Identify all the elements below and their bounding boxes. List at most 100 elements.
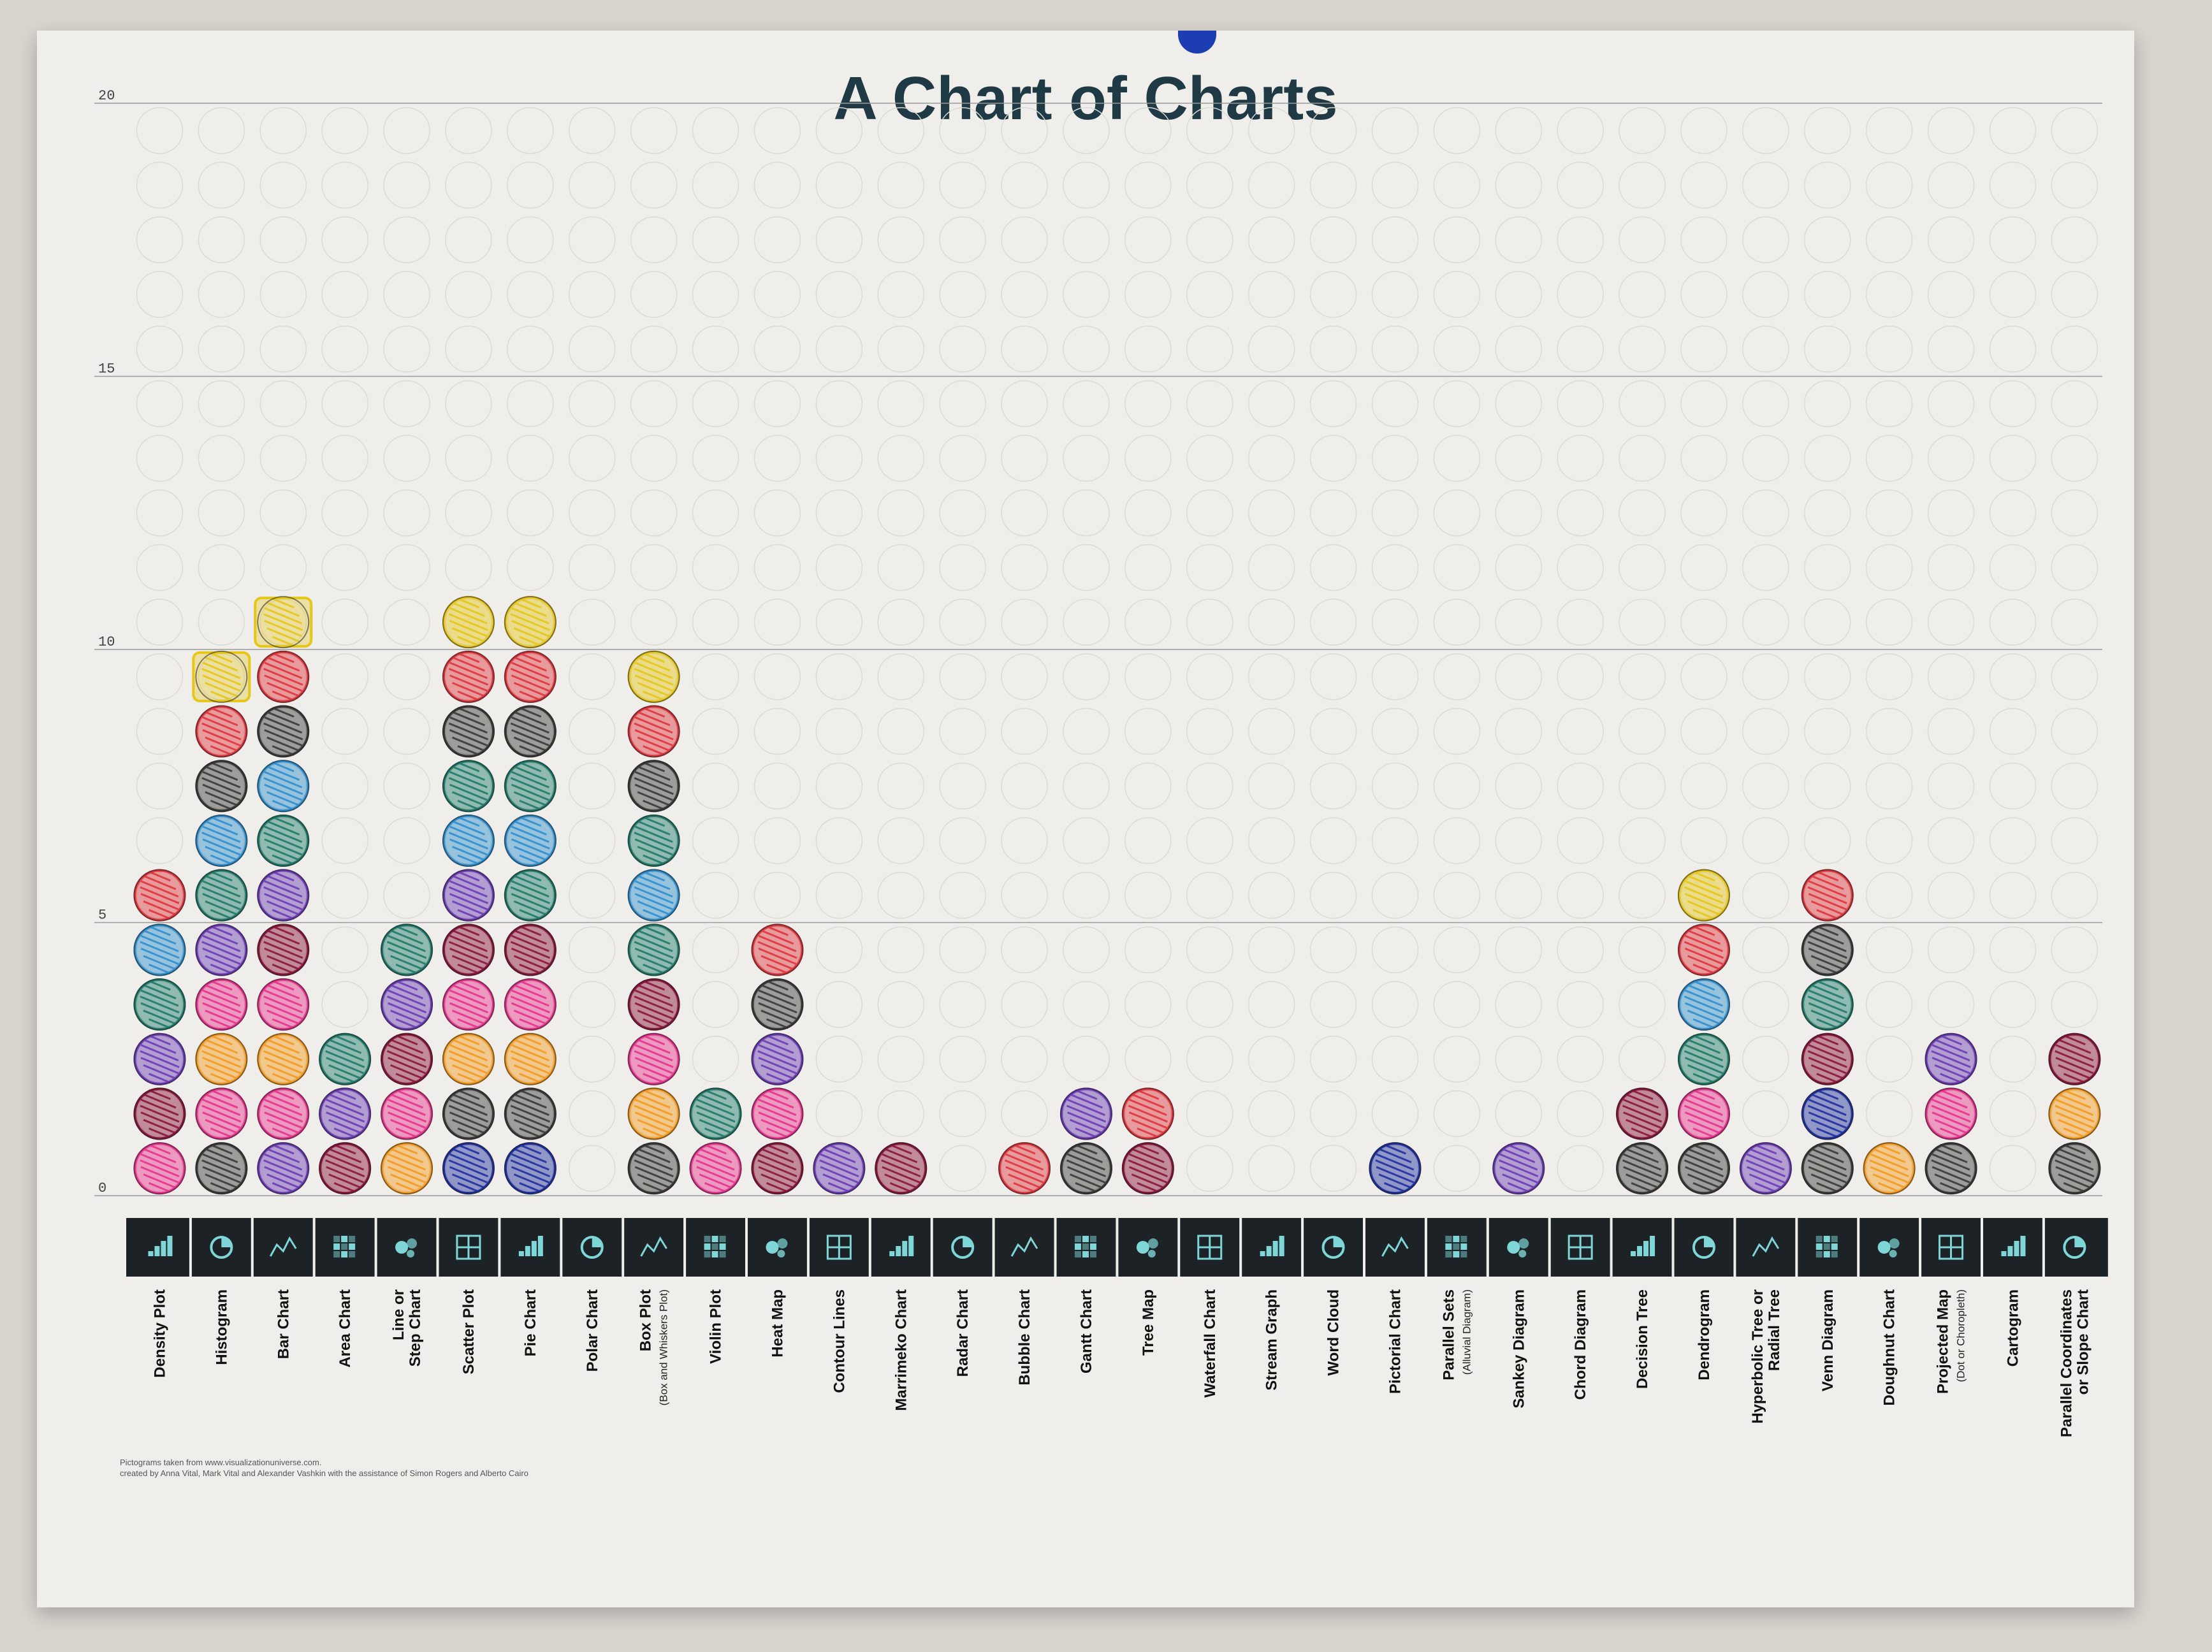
grid-circle: [1804, 544, 1851, 591]
grid-circle: [321, 1090, 368, 1138]
grid-circle: [383, 489, 430, 537]
grid-circle: [569, 489, 616, 537]
grid-circle: [321, 489, 368, 537]
grid-circle: [939, 653, 986, 700]
grid-circle: [877, 380, 924, 428]
grid-circle: [198, 1090, 245, 1138]
grid-circle: [1495, 926, 1542, 974]
data-point: [1677, 978, 1730, 1031]
grid-circle: [815, 1036, 863, 1083]
category-label: Polar Chart: [584, 1289, 601, 1372]
grid-circle: [1186, 817, 1233, 864]
grid-circle: [383, 871, 430, 919]
grid-circle: [877, 817, 924, 864]
grid-circle: [1927, 762, 1975, 809]
data-point: [195, 978, 248, 1031]
grid-circle: [1124, 271, 1172, 318]
grid-circle: [1433, 817, 1481, 864]
data-point: [1677, 1142, 1730, 1195]
grid-circle: [1433, 107, 1481, 154]
grid-circle: [1927, 544, 1975, 591]
grid-circle: [321, 271, 368, 318]
data-point: [195, 1087, 248, 1140]
grid-circle: [2051, 1145, 2099, 1192]
grid-circle: [877, 926, 924, 974]
grid-circle: [1371, 489, 1419, 537]
grid-circle: [692, 653, 739, 700]
chart-type-icon: [518, 1236, 543, 1256]
data-point: [254, 596, 313, 649]
grid-circle: [321, 544, 368, 591]
grid-circle: [1433, 598, 1481, 646]
category-label: Gantt Chart: [1078, 1289, 1095, 1373]
grid-circle: [753, 1090, 801, 1138]
category-sublabel: (Dot or Choropleth): [1955, 1289, 1967, 1382]
grid-circle: [1001, 161, 1048, 209]
grid-circle: [1371, 762, 1419, 809]
data-point: [133, 924, 186, 976]
grid-circle: [692, 598, 739, 646]
grid-circle: [753, 544, 801, 591]
grid-circle: [1680, 1090, 1728, 1138]
grid-circle: [1865, 271, 1913, 318]
grid-circle: [259, 1036, 307, 1083]
grid-circle: [1063, 380, 1110, 428]
grid-circle: [1619, 598, 1666, 646]
grid-circle: [1989, 271, 2037, 318]
data-point: [504, 869, 557, 922]
data-point: [627, 814, 680, 867]
grid-circle: [1557, 1036, 1604, 1083]
grid-circle: [1309, 216, 1357, 263]
grid-circle: [1063, 107, 1110, 154]
grid-circle: [753, 435, 801, 482]
data-point: [751, 1087, 804, 1140]
data-point: [1059, 1142, 1112, 1195]
grid-circle: [1804, 598, 1851, 646]
grid-circle: [259, 926, 307, 974]
grid-circle: [569, 325, 616, 373]
chart-type-icon: [1381, 1236, 1409, 1257]
grid-circle: [692, 435, 739, 482]
grid-circle: [445, 653, 492, 700]
grid-circle: [1063, 271, 1110, 318]
grid-circle: [1186, 271, 1233, 318]
grid-circle: [136, 817, 184, 864]
chart-type-icon: [148, 1236, 173, 1256]
grid-circle: [939, 435, 986, 482]
grid-circle: [1865, 1145, 1913, 1192]
chart-type-icon: [269, 1236, 297, 1257]
grid-circle: [939, 817, 986, 864]
chart-type-icon: [1321, 1236, 1345, 1259]
grid-circle: [692, 380, 739, 428]
chart-type-icon: [1010, 1236, 1038, 1257]
grid-circle: [1619, 216, 1666, 263]
grid-circle: [136, 435, 184, 482]
grid-circle: [1742, 1036, 1789, 1083]
grid-circle: [136, 216, 184, 263]
grid-circle: [1001, 981, 1048, 1028]
grid-circle: [507, 817, 554, 864]
grid-circle: [815, 926, 863, 974]
grid-circle: [815, 271, 863, 318]
grid-circle: [198, 435, 245, 482]
grid-circle: [1680, 161, 1728, 209]
grid-circle: [1309, 380, 1357, 428]
category-label: Word Cloud: [1325, 1289, 1342, 1376]
grid-circle: [815, 817, 863, 864]
chart-plot: 0 5 10 15 20 Density Plot Histogram Bar Chart Ar…: [94, 88, 2108, 1437]
grid-circle: [877, 435, 924, 482]
data-point: [1677, 1087, 1730, 1140]
grid-circle: [2051, 435, 2099, 482]
grid-circle: [692, 1090, 739, 1138]
grid-circle: [630, 926, 678, 974]
grid-circle: [569, 653, 616, 700]
grid-circle: [1989, 1090, 2037, 1138]
grid-circle: [1680, 489, 1728, 537]
grid-circle: [1495, 380, 1542, 428]
data-point: [1492, 1142, 1545, 1195]
grid-circle: [1619, 1036, 1666, 1083]
grid-circle: [692, 107, 739, 154]
grid-circle: [1063, 817, 1110, 864]
grid-circle: [2051, 707, 2099, 755]
grid-circle: [1186, 489, 1233, 537]
